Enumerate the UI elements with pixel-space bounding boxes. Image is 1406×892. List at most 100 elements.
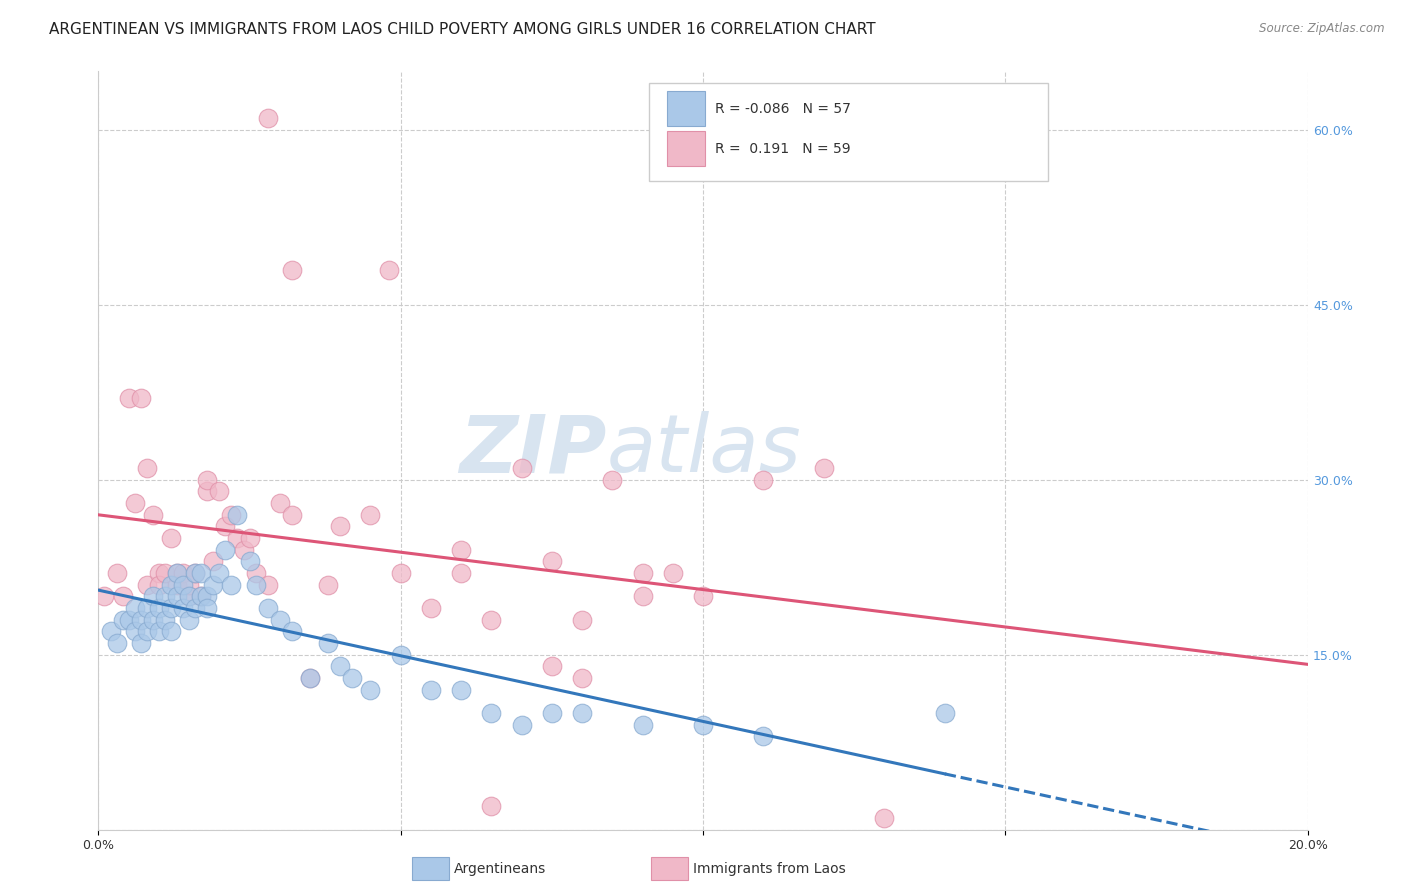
- Point: [160, 624, 183, 639]
- Point: [316, 636, 339, 650]
- Point: [135, 624, 157, 639]
- Point: [202, 554, 225, 568]
- Point: [148, 566, 170, 580]
- Point: [450, 542, 472, 557]
- Point: [208, 484, 231, 499]
- Point: [105, 566, 128, 580]
- Point: [166, 589, 188, 603]
- Point: [208, 566, 231, 580]
- Point: [281, 262, 304, 277]
- Point: [160, 577, 183, 591]
- Point: [256, 577, 278, 591]
- Point: [377, 262, 399, 277]
- Point: [873, 811, 896, 825]
- Point: [299, 671, 322, 685]
- Point: [118, 391, 141, 405]
- Point: [166, 577, 188, 591]
- Point: [239, 554, 262, 568]
- Point: [256, 601, 278, 615]
- Point: [813, 461, 835, 475]
- Point: [571, 706, 593, 720]
- Point: [179, 577, 201, 591]
- Point: [195, 589, 218, 603]
- Point: [481, 706, 503, 720]
- Point: [281, 508, 304, 522]
- Point: [226, 531, 249, 545]
- Point: [269, 613, 291, 627]
- Point: [195, 473, 218, 487]
- Point: [221, 577, 243, 591]
- Point: [172, 601, 194, 615]
- Point: [602, 473, 624, 487]
- Point: [481, 613, 503, 627]
- Point: [256, 111, 278, 125]
- Point: [245, 566, 267, 580]
- Point: [510, 461, 533, 475]
- Point: [153, 589, 176, 603]
- Point: [202, 577, 225, 591]
- Point: [329, 659, 352, 673]
- Point: [195, 484, 218, 499]
- Point: [184, 601, 207, 615]
- Point: [631, 566, 654, 580]
- Point: [135, 577, 157, 591]
- Point: [160, 531, 183, 545]
- Point: [153, 613, 176, 627]
- Point: [142, 613, 165, 627]
- Point: [420, 601, 443, 615]
- Point: [540, 706, 562, 720]
- Text: R = -0.086   N = 57: R = -0.086 N = 57: [716, 102, 851, 116]
- Text: Argentineans: Argentineans: [454, 862, 547, 876]
- Point: [129, 391, 152, 405]
- Point: [450, 682, 472, 697]
- Point: [540, 659, 562, 673]
- Point: [631, 717, 654, 731]
- Point: [118, 613, 141, 627]
- Point: [752, 729, 775, 743]
- Point: [195, 601, 218, 615]
- Text: ARGENTINEAN VS IMMIGRANTS FROM LAOS CHILD POVERTY AMONG GIRLS UNDER 16 CORRELATI: ARGENTINEAN VS IMMIGRANTS FROM LAOS CHIL…: [49, 22, 876, 37]
- Point: [540, 554, 562, 568]
- Point: [239, 531, 262, 545]
- Point: [172, 566, 194, 580]
- Point: [232, 542, 254, 557]
- Point: [148, 577, 170, 591]
- Point: [124, 624, 146, 639]
- Point: [692, 589, 714, 603]
- Point: [221, 508, 243, 522]
- Point: [342, 671, 364, 685]
- Point: [148, 601, 170, 615]
- Point: [184, 566, 207, 580]
- Point: [316, 577, 339, 591]
- Point: [111, 613, 134, 627]
- Point: [450, 566, 472, 580]
- Point: [179, 589, 201, 603]
- Point: [93, 589, 115, 603]
- Point: [214, 519, 236, 533]
- Point: [269, 496, 291, 510]
- Point: [166, 566, 188, 580]
- Point: [148, 624, 170, 639]
- Point: [631, 589, 654, 603]
- Text: Source: ZipAtlas.com: Source: ZipAtlas.com: [1260, 22, 1385, 36]
- Point: [179, 589, 201, 603]
- Point: [142, 589, 165, 603]
- Point: [389, 648, 412, 662]
- Point: [172, 577, 194, 591]
- Point: [153, 566, 176, 580]
- Point: [389, 566, 412, 580]
- Text: ZIP: ZIP: [458, 411, 606, 490]
- Point: [481, 799, 503, 814]
- Point: [124, 601, 146, 615]
- Point: [142, 508, 165, 522]
- Point: [166, 566, 188, 580]
- Point: [360, 508, 382, 522]
- Point: [214, 542, 236, 557]
- Point: [105, 636, 128, 650]
- Point: [752, 473, 775, 487]
- Point: [100, 624, 122, 639]
- Point: [360, 682, 382, 697]
- Point: [281, 624, 304, 639]
- Point: [129, 636, 152, 650]
- Point: [135, 461, 157, 475]
